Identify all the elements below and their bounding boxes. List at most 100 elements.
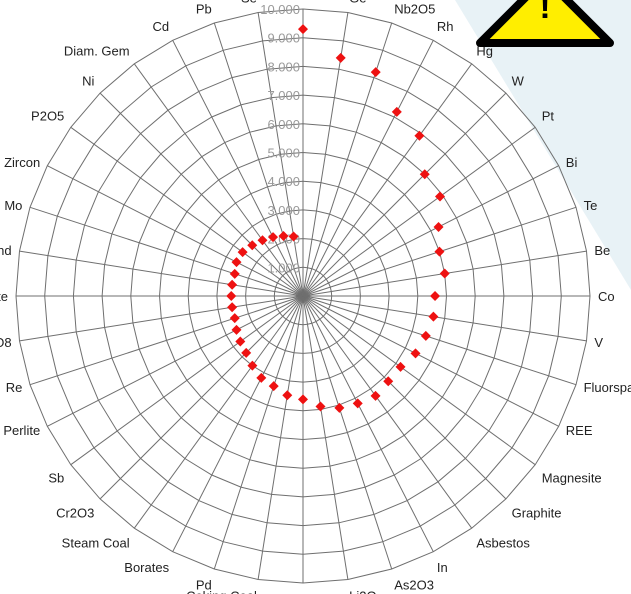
category-label: Kyanite <box>0 289 8 304</box>
grid-spoke <box>302 295 393 570</box>
data-point <box>298 24 308 35</box>
grid-spoke <box>302 295 559 427</box>
data-point <box>268 232 279 243</box>
data-point <box>352 398 363 409</box>
grid-spoke <box>302 295 587 342</box>
grid-spoke <box>302 295 507 500</box>
category-label: In <box>437 560 448 575</box>
category-label: Asbestos <box>476 536 530 551</box>
category-label: Rh <box>437 19 454 34</box>
data-point <box>227 302 238 313</box>
category-label: Cd <box>152 19 169 34</box>
grid-spoke <box>99 295 304 500</box>
data-point <box>298 394 308 405</box>
data-point <box>420 330 431 341</box>
category-label: P2O5 <box>31 109 64 124</box>
category-label: Fluorspar <box>584 380 631 395</box>
data-point <box>235 336 246 347</box>
grid-spoke <box>302 295 577 386</box>
tick-label: 8.000 <box>267 59 300 74</box>
grid-spoke <box>133 63 304 297</box>
grid-spoke <box>302 295 434 552</box>
grid-spoke <box>70 295 304 466</box>
grid-spoke <box>29 206 304 297</box>
category-label: Zircon <box>4 155 40 170</box>
grid-spoke <box>257 295 304 580</box>
category-label: Te <box>584 198 598 213</box>
category-label: Graphite <box>512 506 562 521</box>
grid-spoke <box>99 92 304 297</box>
data-point <box>395 361 406 372</box>
data-point <box>241 347 252 358</box>
category-label: Bi <box>566 155 578 170</box>
data-point <box>391 106 402 117</box>
tick-label: 4.000 <box>267 174 300 189</box>
category-label: Ni <box>82 73 94 88</box>
tick-label: 7.000 <box>267 88 300 103</box>
data-point <box>229 268 240 279</box>
category-label: REE <box>566 423 593 438</box>
category-label: Pb <box>196 1 212 16</box>
category-label: U3O8 <box>0 335 12 350</box>
grid-spoke <box>172 40 304 297</box>
category-label: Co <box>598 289 615 304</box>
data-point <box>229 313 240 324</box>
data-points <box>226 24 450 413</box>
category-label: Pd <box>196 578 212 593</box>
category-label: Re <box>6 380 23 395</box>
grid <box>15 8 591 584</box>
data-point <box>419 169 430 180</box>
grid-spoke <box>19 295 304 342</box>
grid-spoke <box>302 92 507 297</box>
data-point <box>288 231 299 242</box>
category-label: Be <box>594 243 610 258</box>
category-label: Nb2O5 <box>394 1 435 16</box>
data-point <box>278 230 289 241</box>
category-label: V <box>594 335 603 350</box>
category-label: Li2O <box>349 588 376 594</box>
category-label: Perlite <box>3 423 40 438</box>
category-label: Ind <box>0 243 12 258</box>
data-point <box>226 291 237 301</box>
category-label: Se <box>241 0 257 6</box>
category-label: Sb <box>48 470 64 485</box>
data-point <box>231 257 242 268</box>
data-point <box>282 390 293 401</box>
data-point <box>247 240 258 251</box>
category-label: W <box>512 73 525 88</box>
data-point <box>257 235 268 246</box>
data-point <box>315 401 326 412</box>
grid-spoke <box>213 22 304 297</box>
category-label: Hg <box>476 43 493 58</box>
grid-spoke <box>302 126 536 297</box>
category-label: Al <box>297 592 309 594</box>
tick-labels: 1.0002.0003.0004.0005.0006.0007.0008.000… <box>260 2 300 275</box>
data-point <box>434 246 445 257</box>
category-label: As2O3 <box>394 578 434 593</box>
data-point <box>268 381 279 392</box>
grid-spoke <box>302 295 349 580</box>
category-label: Coking Coal <box>186 588 257 594</box>
grid-spoke <box>302 295 473 529</box>
category-label: Borates <box>124 560 169 575</box>
data-point <box>227 279 238 290</box>
category-label: Mo <box>4 198 22 213</box>
data-point <box>256 372 267 383</box>
tick-label: 9.000 <box>267 31 300 46</box>
tick-label: 3.000 <box>267 203 300 218</box>
grid-spoke <box>302 165 559 297</box>
warning-symbol: ! <box>539 0 550 26</box>
data-point <box>334 402 345 413</box>
data-point <box>433 221 444 232</box>
tick-label: 5.000 <box>267 146 300 161</box>
category-label: Ga <box>294 0 312 2</box>
grid-spoke <box>47 295 304 427</box>
grid-spoke <box>29 295 304 386</box>
data-point <box>370 67 381 78</box>
category-label: Cr2O3 <box>56 506 94 521</box>
data-point <box>231 324 242 335</box>
category-label: Ge <box>349 0 366 6</box>
